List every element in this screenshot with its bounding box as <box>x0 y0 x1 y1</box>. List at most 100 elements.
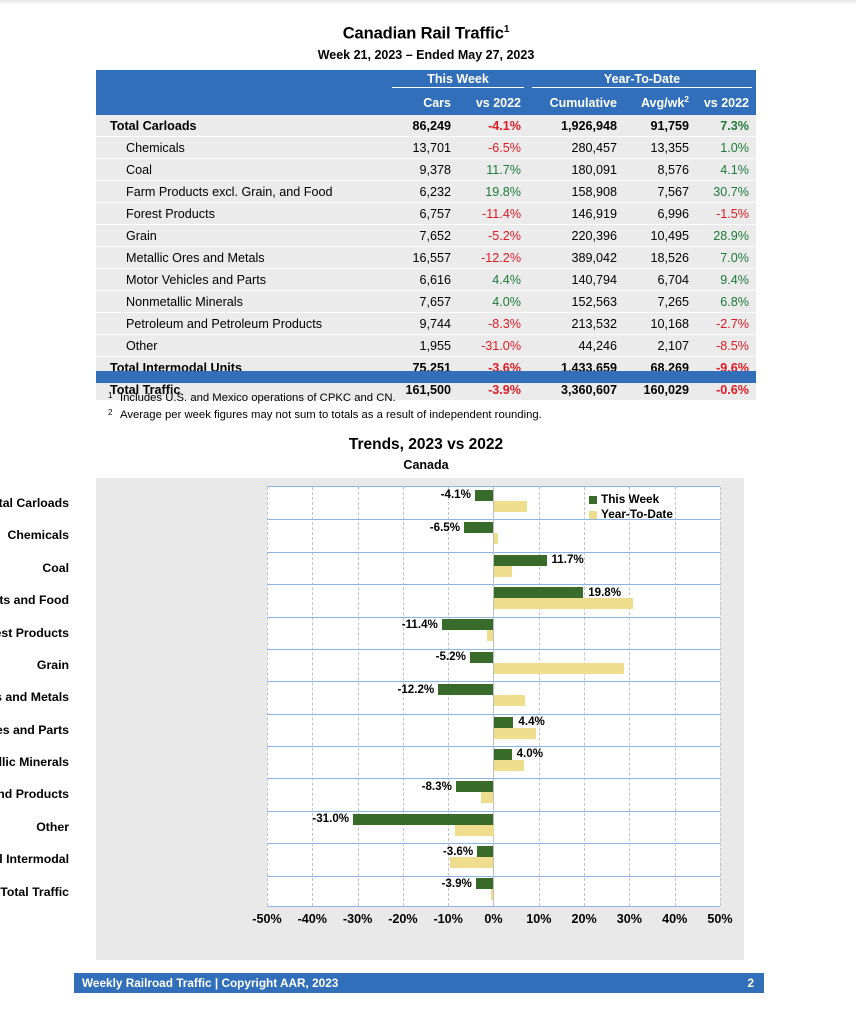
table-header: This Week Year-To-Date Cars vs 2022 Cumu… <box>96 70 757 116</box>
row-week-vs-2022: -5.2% <box>458 224 529 248</box>
chart-bar-year-to-date <box>493 500 527 512</box>
page-title: Canadian Rail Traffic1 <box>96 24 756 44</box>
chart-category-row: Motor Vehicles and Parts 4.4% <box>0 714 720 746</box>
chart-bar-value-label: -3.6% <box>442 844 474 858</box>
table-row: Total Traffic 161,500 -3.9% 3,360,607 160,02… <box>96 378 757 402</box>
table-row: Farm Products excl. Grain, and Food 6,232… <box>96 180 757 204</box>
chart-category-label: Other <box>36 819 69 834</box>
chart-bar-this-week <box>353 813 494 825</box>
row-commodity-name: Farm Products excl. Grain, and Food <box>96 180 388 204</box>
row-cumulative: 158,908 <box>528 180 625 204</box>
chart-category-row: Grain -5.2% <box>37 649 720 681</box>
avgwk-footnote-mark: 2 <box>684 94 690 104</box>
table-row: Metallic Ores and Metals 16,557 -12.2% 389,… <box>96 246 757 270</box>
chart-category-row: Chemicals -6.5% <box>7 519 720 551</box>
chart-x-tick-label: 40% <box>662 912 688 926</box>
chart-x-tick-label: -50% <box>252 912 282 926</box>
page-footer: Weekly Railroad Traffic | Copyright AAR,… <box>74 973 764 993</box>
legend-swatch-year-to-date <box>589 511 597 519</box>
table-row: Petroleum and Petroleum Products 9,744 -8.… <box>96 312 757 336</box>
chart-gridline <box>584 487 586 906</box>
row-avg-per-week: 18,526 <box>624 246 697 270</box>
chart-bar-this-week <box>455 781 494 793</box>
column-header-week-vs-2022: vs 2022 <box>458 89 529 116</box>
legend-item-this-week: This Week <box>589 492 673 507</box>
chart-category-row: Forest Products -11.4% <box>0 617 720 649</box>
row-avg-per-week: 10,495 <box>624 224 697 248</box>
chart-bar-value-label: -4.1% <box>440 488 471 502</box>
chart-bar-year-to-date <box>493 565 513 577</box>
chart-category-row: Total Traffic -3.9% <box>0 876 720 908</box>
footnote: 1 Includes U.S. and Mexico operations of … <box>108 390 748 407</box>
chart-category-row: Total Carloads -4.1% <box>0 487 720 519</box>
footnote-text: Includes U.S. and Mexico operations of C… <box>120 392 396 404</box>
table-row: Other 1,955 -31.0% 44,246 2,107 -8.5% <box>96 334 757 358</box>
row-ytd-vs-2022: -2.7% <box>696 312 757 336</box>
row-cumulative: 180,091 <box>528 158 625 182</box>
row-cumulative: 220,396 <box>528 224 625 248</box>
chart-bar-year-to-date <box>490 889 494 901</box>
table-bottom-bar <box>96 371 756 383</box>
chart-title: Trends, 2023 vs 2022 <box>348 436 504 453</box>
chart-bar-this-week <box>474 489 494 501</box>
row-avg-per-week: 10,168 <box>624 312 697 336</box>
row-cars: 6,616 <box>388 268 458 292</box>
row-commodity-name: Coal <box>96 158 388 182</box>
chart-x-tick-label: 0% <box>484 912 503 926</box>
chart-gridline <box>448 487 450 906</box>
chart-category-label: Total Carloads <box>0 496 69 510</box>
row-commodity-name: Motor Vehicles and Parts <box>96 268 388 292</box>
chart-category-label: Farm Products and Food <box>0 593 69 608</box>
row-week-vs-2022: -3.9% <box>458 378 529 402</box>
column-header-ytd-vs-2022: vs 2022 <box>696 89 757 116</box>
row-avg-per-week: 6,996 <box>624 202 697 226</box>
chart-bar-year-to-date <box>450 857 494 869</box>
row-cars: 9,744 <box>388 312 458 336</box>
chart-bar-value-label: -31.0% <box>312 812 350 826</box>
table-row: Motor Vehicles and Parts 6,616 4.4% 140,794… <box>96 268 757 292</box>
row-ytd-vs-2022: -0.6% <box>696 378 757 402</box>
chart-category-label: Total Intermodal <box>0 852 69 867</box>
row-week-vs-2022: -12.2% <box>458 246 529 270</box>
row-commodity-name: Petroleum and Petroleum Products <box>96 312 388 336</box>
chart-bar-year-to-date <box>493 759 525 771</box>
chart-gridline <box>538 487 540 906</box>
chart-bar-value-label: -3.9% <box>441 876 472 890</box>
column-header-avg-per-week: Avg/wk2 <box>624 89 697 116</box>
row-ytd-vs-2022: 28.9% <box>696 224 757 248</box>
row-avg-per-week: 91,759 <box>624 115 697 138</box>
footer-text: Weekly Railroad Traffic | Copyright AAR,… <box>82 976 339 990</box>
row-cumulative: 213,532 <box>528 312 625 336</box>
chart-bar-value-label: -8.3% <box>421 779 452 793</box>
row-commodity-name: Chemicals <box>96 136 388 160</box>
chart-category-row: Nonmetallic Minerals 4.0% <box>0 746 720 778</box>
table-row: Grain 7,652 -5.2% 220,396 10,495 28.9% <box>96 224 757 248</box>
group-header-year-to-date: Year-To-Date <box>528 70 757 89</box>
row-cumulative: 3,360,607 <box>528 378 625 402</box>
chart-gridline <box>267 487 268 906</box>
row-ytd-vs-2022: -1.5% <box>696 202 757 226</box>
chart-category-label: Metallic Ores and Metals <box>0 690 69 705</box>
row-ytd-vs-2022: 1.0% <box>696 136 757 160</box>
chart-gridline <box>720 487 721 906</box>
chart-bar-year-to-date <box>493 598 633 609</box>
footnote: 2 Average per week figures may not sum to… <box>108 407 748 424</box>
column-header-name <box>96 89 388 116</box>
row-week-vs-2022: -11.4% <box>458 202 529 226</box>
chart-category-label: Forest Products <box>0 625 69 640</box>
row-cumulative: 280,457 <box>528 136 625 160</box>
legend-swatch-this-week <box>589 496 597 504</box>
chart-category-label: Motor Vehicles and Parts <box>0 722 69 737</box>
row-cars: 1,955 <box>388 334 458 358</box>
column-header-cumulative: Cumulative <box>528 89 625 116</box>
chart-gridline <box>629 487 631 906</box>
chart-bar-this-week <box>493 587 584 598</box>
chart-bar-year-to-date <box>493 533 499 545</box>
row-ytd-vs-2022: 4.1% <box>696 158 757 182</box>
row-cars: 16,557 <box>388 246 458 270</box>
chart-category-row: Other -31.0% <box>36 811 720 843</box>
chart-gridline <box>312 487 314 906</box>
chart-category-row: Total Intermodal -3.6% <box>0 843 720 875</box>
footnote-text: Average per week figures may not sum to … <box>120 409 542 421</box>
